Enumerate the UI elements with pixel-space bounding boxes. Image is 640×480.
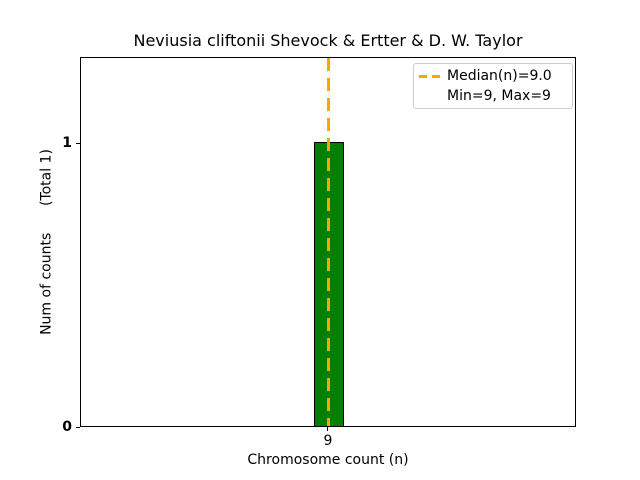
y-tick-label-1: 1: [62, 135, 72, 151]
legend-row-median: Median(n)=9.0: [419, 66, 566, 86]
y-tick-label-0: 0: [62, 419, 72, 435]
y-tick-mark-1: [76, 143, 80, 144]
legend-label-median: Median(n)=9.0: [447, 68, 552, 84]
x-tick-label-9: 9: [323, 433, 333, 449]
legend-empty-handle: [419, 95, 440, 98]
chart-title: Neviusia cliftonii Shevock & Ertter & D.…: [133, 31, 523, 50]
legend-row-minmax: Min=9, Max=9: [419, 86, 566, 106]
x-tick-mark-9: [327, 427, 328, 431]
y-axis-label: Num of counts (Total 1): [38, 149, 55, 335]
x-axis-label: Chromosome count (n): [247, 452, 409, 468]
plot-area: Median(n)=9.0 Min=9, Max=9: [80, 57, 576, 427]
y-tick-mark-0: [76, 427, 80, 428]
legend-dashed-line-icon: [419, 74, 440, 78]
legend-label-minmax: Min=9, Max=9: [447, 88, 551, 104]
median-vertical-dashed-line: [327, 58, 330, 426]
legend: Median(n)=9.0 Min=9, Max=9: [413, 63, 573, 109]
